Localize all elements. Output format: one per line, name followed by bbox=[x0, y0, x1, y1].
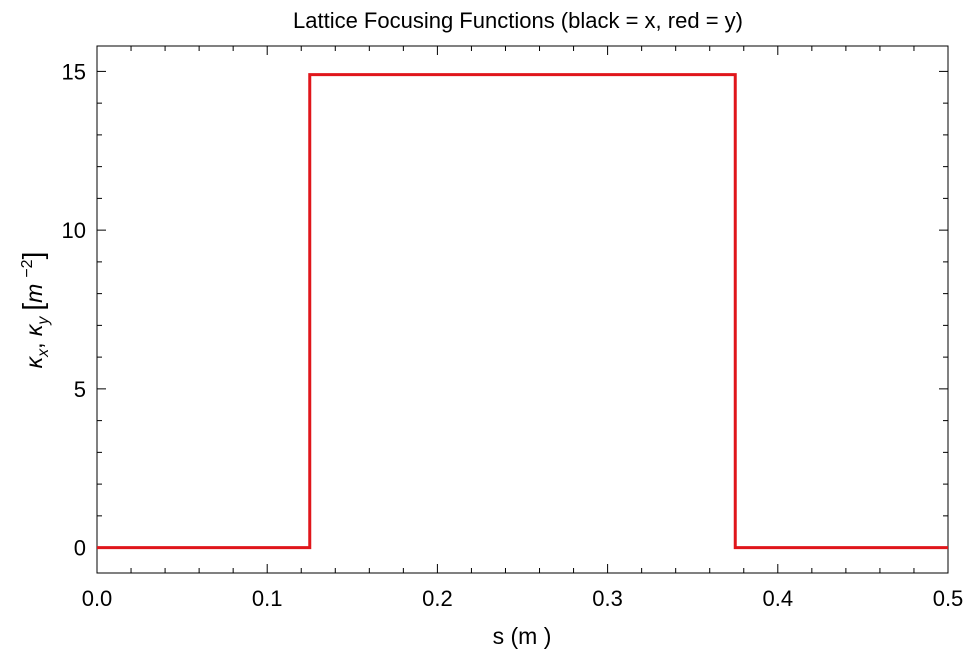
y-label-bracket-close: ] bbox=[17, 252, 48, 260]
y-axis-label: κx, κy[m−2] bbox=[17, 252, 52, 369]
x-tick-label: 0.0 bbox=[82, 586, 113, 611]
series-line bbox=[97, 73, 948, 550]
y-label-exponent: −2 bbox=[19, 259, 36, 277]
series-layer bbox=[97, 73, 948, 550]
y-tick-label: 0 bbox=[74, 536, 86, 561]
x-tick-label: 0.4 bbox=[763, 586, 794, 611]
plot-area bbox=[96, 45, 949, 574]
y-label-kappa-x: κ bbox=[21, 355, 47, 368]
y-label-unit: m bbox=[21, 284, 47, 303]
x-tick-label: 0.2 bbox=[422, 586, 453, 611]
y-tick-label: 15 bbox=[62, 59, 86, 84]
y-label-sep: , bbox=[21, 336, 47, 349]
y-axis-ticks: 0 5 10 15 bbox=[62, 59, 948, 561]
y-label-bracket-open: [ bbox=[17, 303, 48, 311]
y-label-sub-x: x bbox=[35, 348, 52, 358]
y-label-kappa-y: κ bbox=[21, 323, 47, 336]
y-label-sub-y: y bbox=[35, 316, 52, 326]
y-tick-label: 10 bbox=[62, 218, 86, 243]
x-tick-label: 0.5 bbox=[933, 586, 964, 611]
chart-title: Lattice Focusing Functions (black = x, r… bbox=[293, 8, 743, 33]
x-axis-ticks: 0.0 0.1 0.2 0.3 0.4 0.5 bbox=[82, 46, 964, 611]
x-axis-label: s (m ) bbox=[493, 623, 552, 649]
x-tick-label: 0.1 bbox=[252, 586, 283, 611]
y-tick-label: 5 bbox=[74, 377, 86, 402]
x-tick-label: 0.3 bbox=[592, 586, 623, 611]
plot-border bbox=[96, 45, 949, 574]
